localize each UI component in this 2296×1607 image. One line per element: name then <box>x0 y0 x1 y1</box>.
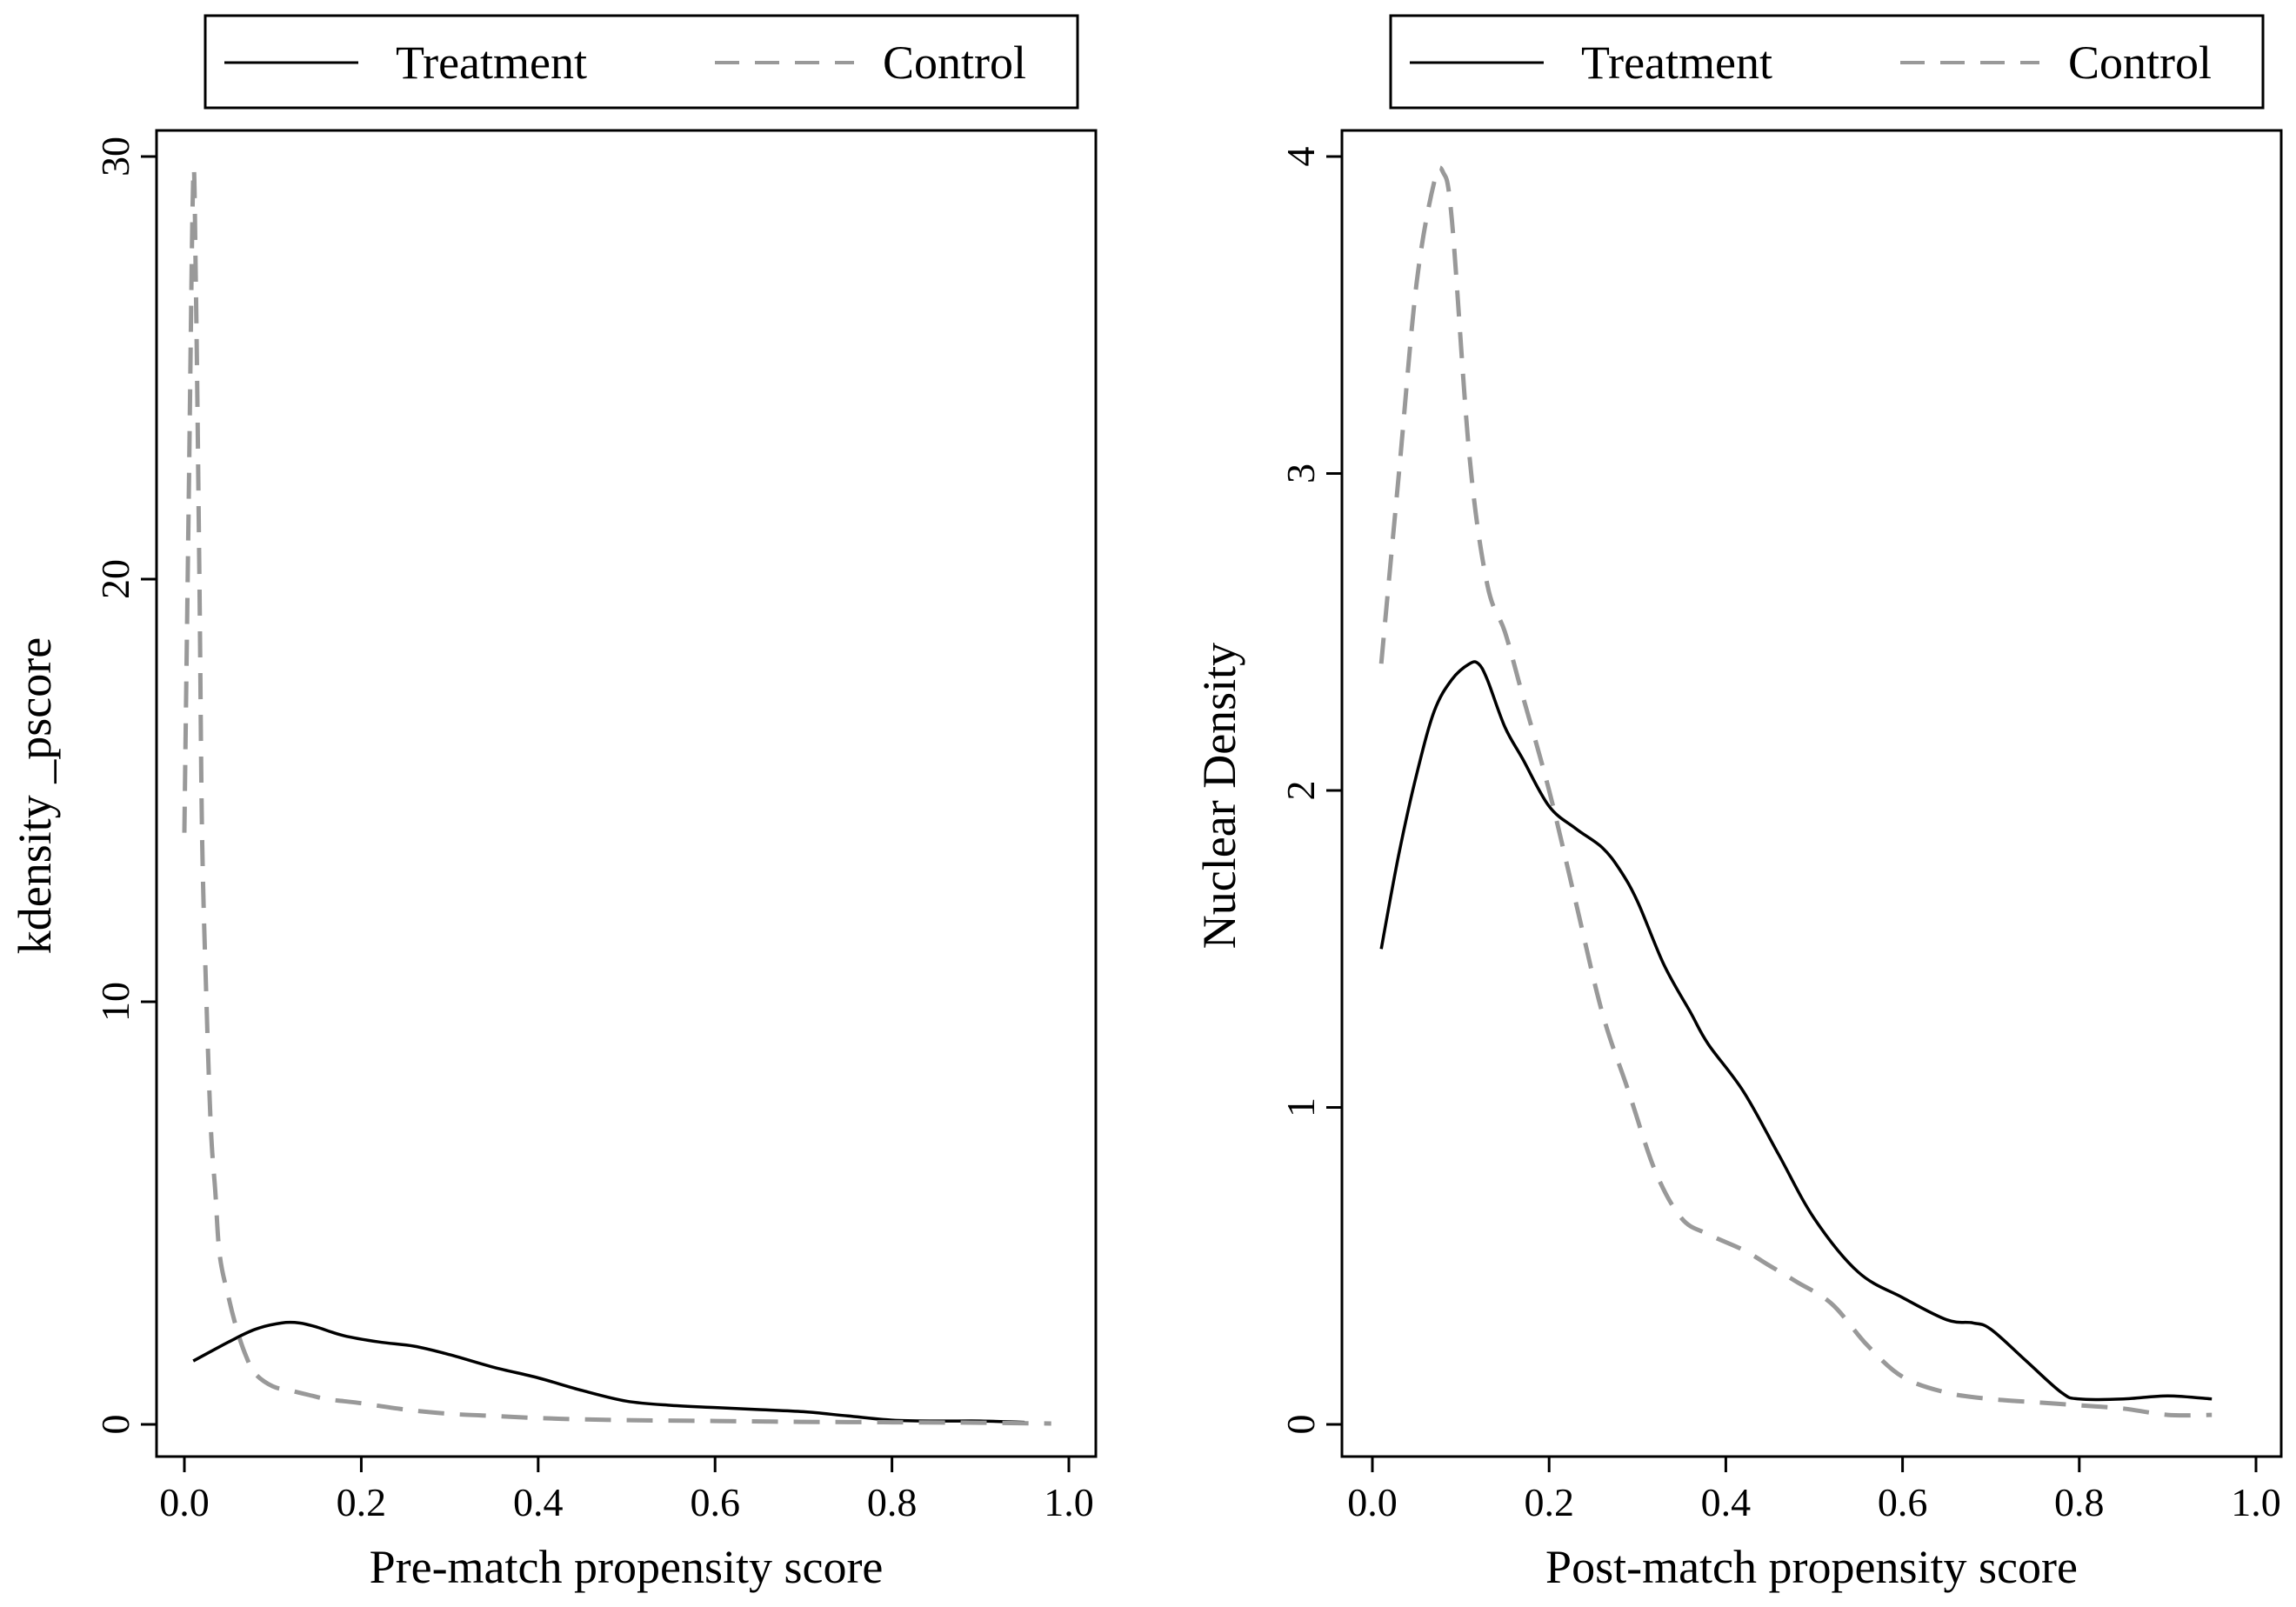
y-tick-label: 0 <box>1278 1415 1323 1435</box>
y-ticks: 0 1 2 3 4 <box>1278 147 1342 1435</box>
x-ticks: 0.0 0.2 0.4 0.6 0.8 1.0 <box>1347 1457 2281 1524</box>
legend-box: Treatment Control <box>204 14 1079 110</box>
series-line-treatment <box>1379 660 2213 1402</box>
x-axis-title: Pre-match propensity score <box>370 1541 884 1593</box>
post-match-panel: Treatment Control 0 1 2 3 4 0.0 0.2 0.4 0.6 0.8 1… <box>1193 14 2283 1593</box>
y-tick-label: 10 <box>93 982 137 1022</box>
y-tick-label: 2 <box>1278 781 1323 801</box>
x-tick-label: 1.0 <box>1044 1480 1094 1524</box>
legend-control-label: Control <box>2068 37 2212 89</box>
x-tick-label: 0.0 <box>159 1480 210 1524</box>
x-tick-label: 0.4 <box>513 1480 564 1524</box>
x-axis-title: Post-match propensity score <box>1545 1541 2078 1593</box>
y-tick-label: 20 <box>93 559 137 599</box>
y-ticks: 0 10 20 30 <box>93 137 157 1435</box>
plot-frame <box>155 129 1098 1458</box>
x-tick-label: 0.6 <box>690 1480 740 1524</box>
y-tick-label: 30 <box>93 137 137 177</box>
y-axis-title: Nuclear Density <box>1193 643 1245 949</box>
y-axis-title: kdensity _pscore <box>9 637 61 954</box>
x-tick-label: 0.0 <box>1347 1480 1398 1524</box>
x-ticks: 0.0 0.2 0.4 0.6 0.8 1.0 <box>159 1457 1094 1524</box>
y-tick-label: 1 <box>1278 1097 1323 1117</box>
legend-box: Treatment Control <box>1389 14 2265 110</box>
series-lines <box>182 166 1051 1426</box>
x-tick-label: 0.2 <box>1524 1480 1574 1524</box>
legend-control-label: Control <box>883 37 1026 89</box>
x-tick-label: 1.0 <box>2231 1480 2281 1524</box>
x-tick-label: 0.8 <box>867 1480 918 1524</box>
y-tick-label: 3 <box>1278 463 1323 483</box>
legend-treatment-label: Treatment <box>1581 37 1772 89</box>
x-tick-label: 0.4 <box>1701 1480 1752 1524</box>
x-tick-label: 0.6 <box>1878 1480 1928 1524</box>
plot-frame <box>1340 129 2283 1458</box>
y-tick-label: 0 <box>93 1415 137 1435</box>
legend-treatment-label: Treatment <box>396 37 587 89</box>
y-tick-label: 4 <box>1278 147 1323 167</box>
series-line-control <box>182 166 1051 1426</box>
series-lines <box>1378 165 2213 1418</box>
series-line-treatment <box>192 1320 1025 1424</box>
x-tick-label: 0.2 <box>337 1480 387 1524</box>
series-line-control <box>1378 165 2213 1418</box>
x-tick-label: 0.8 <box>2054 1480 2105 1524</box>
